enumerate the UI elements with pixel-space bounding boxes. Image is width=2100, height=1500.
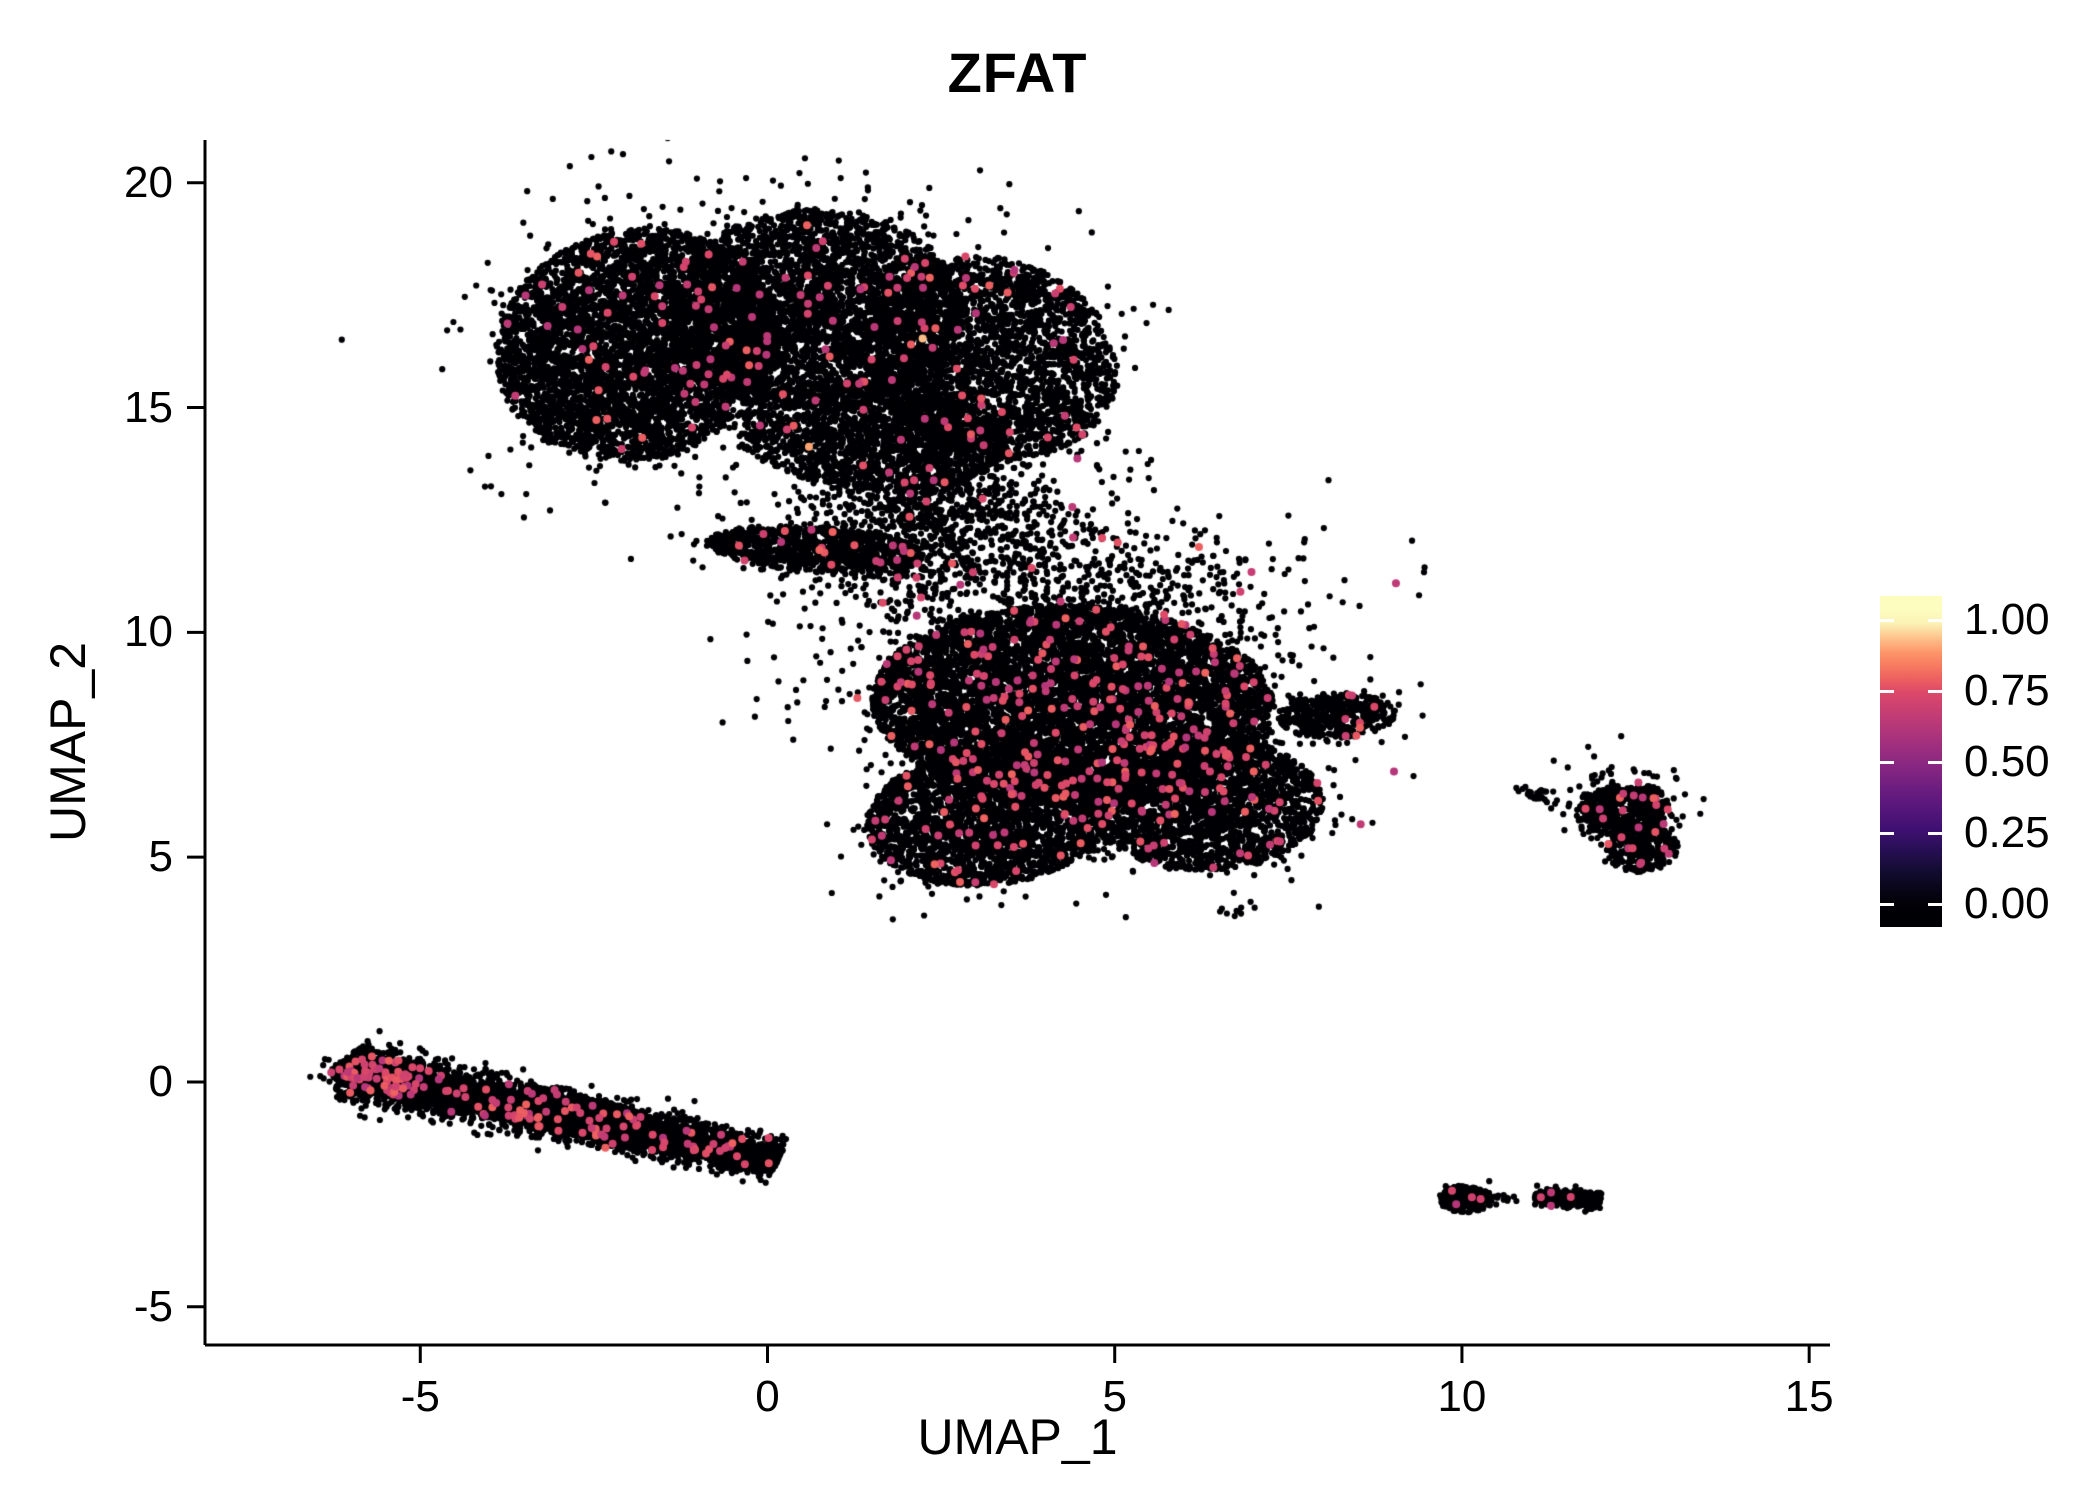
colorbar-tick-label: 0.25 — [1964, 808, 2050, 858]
x-tick-label: 0 — [755, 1372, 780, 1421]
colorbar-tick-label: 0.50 — [1964, 737, 2050, 787]
colorbar-legend: 1.00 0.75 0.50 0.25 0.00 — [1880, 595, 2082, 929]
colorbar-tick-label: 0.00 — [1964, 879, 2050, 929]
y-tick-label: 20 — [124, 157, 173, 207]
colorbar-tick-mark — [1928, 902, 1942, 906]
colorbar-tick-mark — [1880, 831, 1894, 835]
plot-title: ZFAT — [947, 41, 1088, 104]
colorbar-tick-mark — [1880, 760, 1894, 764]
x-tick-label: -5 — [400, 1372, 440, 1421]
x-tick-label: 10 — [1437, 1372, 1487, 1421]
y-tick-label: 0 — [148, 1056, 173, 1106]
x-tick-label: 5 — [1102, 1372, 1127, 1421]
x-axis-label: UMAP_1 — [917, 1409, 1118, 1465]
colorbar-tick-mark — [1880, 902, 1894, 906]
y-axis-label: UMAP_2 — [40, 641, 96, 843]
y-tick-label: 5 — [148, 832, 173, 882]
y-tick-label: -5 — [133, 1281, 173, 1331]
y-tick-label: 15 — [124, 382, 173, 432]
colorbar-tick-mark — [1880, 618, 1894, 622]
colorbar-tick-label: 0.75 — [1964, 666, 2050, 716]
colorbar-tick-label: 1.00 — [1964, 595, 2050, 645]
colorbar-tick-mark — [1880, 689, 1894, 693]
colorbar-tick-mark — [1928, 760, 1942, 764]
colorbar-tick-mark — [1928, 618, 1942, 622]
colorbar-tick-mark — [1928, 831, 1942, 835]
x-tick-label: 15 — [1784, 1372, 1834, 1421]
y-tick-label: 10 — [124, 607, 173, 657]
colorbar-tick-mark — [1928, 689, 1942, 693]
